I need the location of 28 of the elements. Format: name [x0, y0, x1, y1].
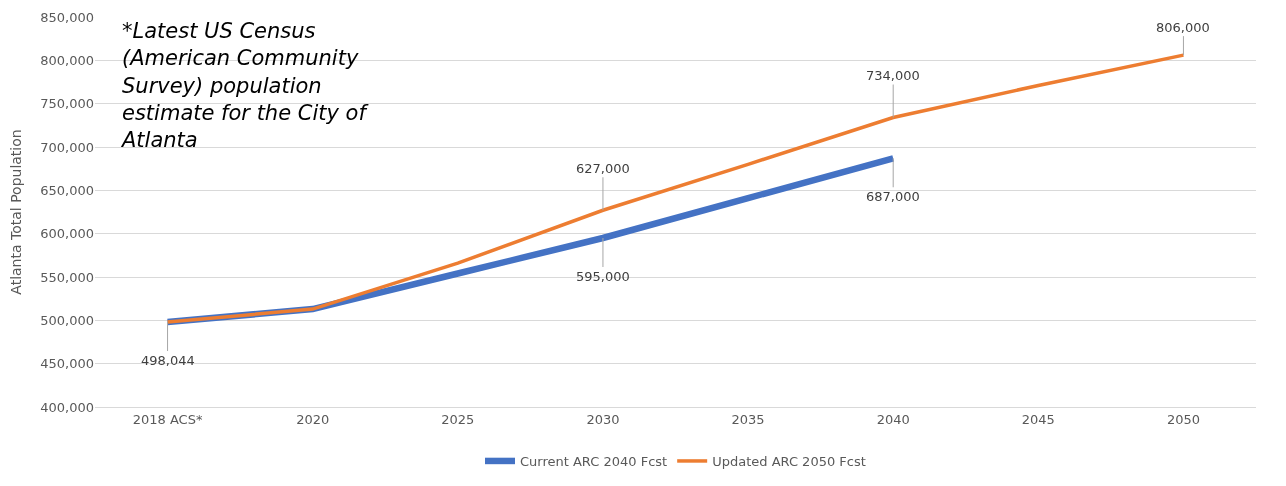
- y-axis-title: Atlanta Total Population: [7, 129, 24, 295]
- x-tick-label: 2045: [1021, 411, 1055, 427]
- y-tick-label: 550,000: [40, 269, 94, 285]
- y-tick-label: 400,000: [40, 399, 94, 415]
- legend-label: Updated ARC 2050 Fcst: [712, 454, 866, 470]
- data-label: 498,044: [141, 353, 195, 368]
- x-tick-label: 2025: [441, 411, 475, 427]
- y-tick-label: 700,000: [40, 139, 94, 155]
- data-label: 806,000: [1156, 20, 1210, 35]
- y-tick-label: 750,000: [40, 96, 94, 112]
- legend-label: Current ARC 2040 Fcst: [520, 454, 668, 470]
- y-tick-label: 500,000: [40, 312, 94, 328]
- data-label: 627,000: [576, 161, 630, 176]
- y-tick-label: 450,000: [40, 356, 94, 372]
- y-tick-label: 850,000: [40, 9, 94, 25]
- y-tick-label: 650,000: [40, 182, 94, 198]
- x-tick-label: 2035: [731, 411, 765, 427]
- data-label: 687,000: [866, 189, 920, 204]
- data-label: 595,000: [576, 269, 630, 284]
- x-tick-label: 2020: [296, 411, 330, 427]
- x-tick-label: 2050: [1166, 411, 1200, 427]
- y-tick-label: 600,000: [40, 226, 94, 242]
- x-tick-label: 2030: [586, 411, 620, 427]
- y-tick-label: 800,000: [40, 52, 94, 68]
- data-label: 734,000: [866, 68, 920, 83]
- x-tick-label: 2040: [876, 411, 910, 427]
- x-tick-label: 2018 ACS*: [132, 411, 203, 427]
- annotation: *Latest US Census (American Community Survey) population estimate for the City of Atlanta: [120, 19, 370, 153]
